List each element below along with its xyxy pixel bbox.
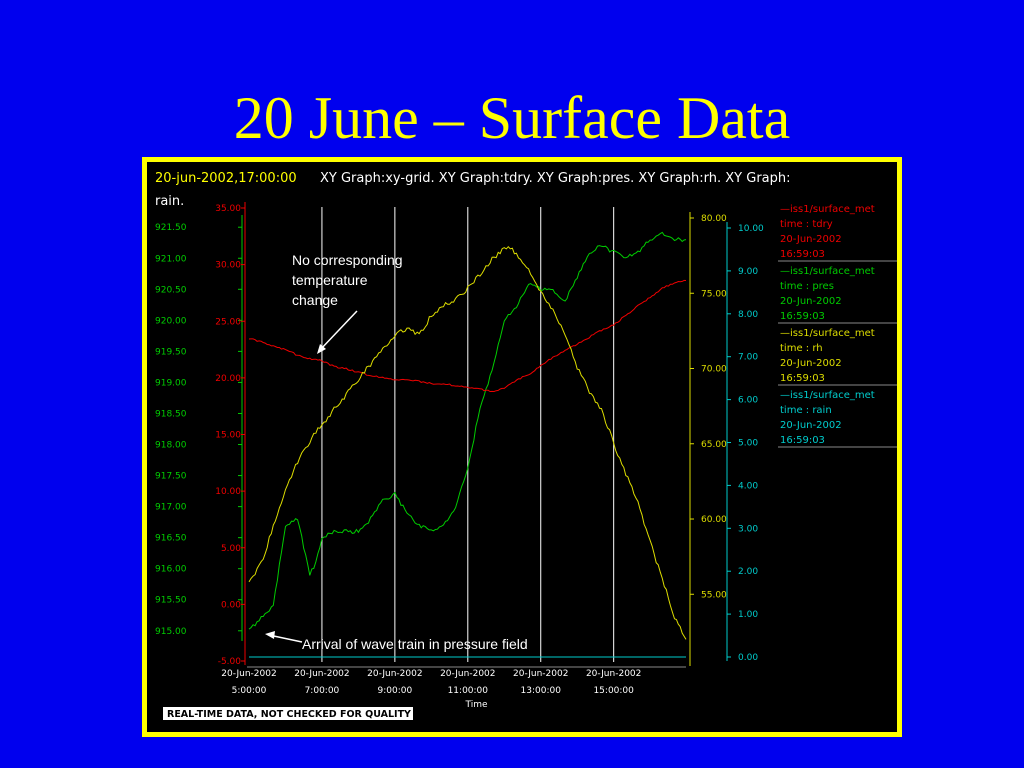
annotation-temperature-text: No corresponding <box>292 252 403 268</box>
pres-tick-label: 920.00 <box>155 316 187 326</box>
pres-tick-label: 915.50 <box>155 596 187 606</box>
x-tick-date: 20-Jun-2002 <box>221 669 276 679</box>
pres-tick-label: 916.50 <box>155 534 187 544</box>
pres-tick-label: 918.00 <box>155 441 187 451</box>
legend-date: 20-Jun-2002 <box>780 234 842 245</box>
pres-tick-label: 915.00 <box>155 627 187 637</box>
legend-time: 16:59:03 <box>780 311 825 322</box>
rh-series-line <box>248 245 687 640</box>
pres-tick-label: 920.50 <box>155 285 187 295</box>
tdry-tick-label: 20.00 <box>215 374 241 384</box>
pres-tick-label: 919.50 <box>155 347 187 357</box>
x-tick-time: 7:00:00 <box>305 686 340 696</box>
tdry-tick-label: 10.00 <box>215 487 241 497</box>
x-tick-date: 20-Jun-2002 <box>440 669 495 679</box>
chart-header: 20-jun-2002,17:00:00 XY Graph:xy-grid. X… <box>155 171 791 209</box>
x-tick-date: 20-Jun-2002 <box>294 669 349 679</box>
rain-tick-label: 8.00 <box>738 310 758 320</box>
rain-tick-label: 9.00 <box>738 267 758 277</box>
xy-graph: 20-jun-2002,17:00:00 XY Graph:xy-grid. X… <box>155 171 897 720</box>
pres-tick-label: 918.50 <box>155 409 187 419</box>
axes: 921.50 921.00 920.50 920.00 919.50 919.00 918.… <box>155 202 764 710</box>
tdry-tick-label: 0.00 <box>221 600 241 610</box>
legend-time: 16:59:03 <box>780 435 825 446</box>
rain-tick-label: 3.00 <box>738 524 758 534</box>
rain-tick-label: 7.00 <box>738 353 758 363</box>
pres-series-line <box>248 231 687 630</box>
annotations: No corresponding temperature change Arrival… <box>265 252 528 652</box>
pres-tick-label: 917.00 <box>155 503 187 513</box>
rain-tick-label: 0.00 <box>738 653 758 663</box>
rh-tick-label: 60.00 <box>701 515 727 525</box>
tdry-tick-label: 5.00 <box>221 544 241 554</box>
x-tick-time: 13:00:00 <box>521 686 562 696</box>
tdry-tick-label: 35.00 <box>215 204 241 214</box>
legend-source: —iss1/surface_met <box>780 390 875 401</box>
annotation-temperature-arrowhead <box>317 344 326 354</box>
x-tick-time: 11:00:00 <box>448 686 489 696</box>
legend-field: time : rain <box>780 405 832 416</box>
legend-field: time : tdry <box>780 219 833 230</box>
x-axis-title: Time <box>464 700 487 710</box>
footer-text: REAL-TIME DATA, NOT CHECKED FOR QUALITY <box>167 709 411 720</box>
annotation-pressure-text: Arrival of wave train in pressure field <box>302 636 528 652</box>
slide-title: 20 June – Surface Data <box>233 85 791 151</box>
annotation-pressure-arrow <box>268 634 303 643</box>
rh-tick-label: 80.00 <box>701 214 727 224</box>
tdry-tick-label: -5.00 <box>218 657 242 667</box>
header-datetime: 20-jun-2002,17:00:00 <box>155 171 297 186</box>
rain-tick-label: 10.00 <box>738 224 764 234</box>
rh-tick-label: 65.00 <box>701 440 727 450</box>
rain-tick-label: 2.00 <box>738 567 758 577</box>
quality-footer: REAL-TIME DATA, NOT CHECKED FOR QUALITY <box>163 707 413 720</box>
annotation-temperature-arrow <box>319 310 358 351</box>
pres-tick-label: 921.00 <box>155 254 187 264</box>
legend-source: —iss1/surface_met <box>780 266 875 277</box>
rh-tick-label: 75.00 <box>701 289 727 299</box>
legend-date: 20-Jun-2002 <box>780 420 842 431</box>
footer-box <box>163 707 413 720</box>
legend-date: 20-Jun-2002 <box>780 296 842 307</box>
tdry-tick-label: 25.00 <box>215 317 241 327</box>
pres-tick-label: 919.00 <box>155 378 187 388</box>
tdry-series-line <box>248 279 687 393</box>
tdry-tick-label: 30.00 <box>215 261 241 271</box>
legend-field: time : rh <box>780 343 823 354</box>
annotation-temperature-text: temperature <box>292 272 368 288</box>
rh-tick-label: 55.00 <box>701 590 727 600</box>
pres-tick-label: 921.50 <box>155 223 187 233</box>
rh-tick-label: 70.00 <box>701 365 727 375</box>
pres-tick-label: 916.00 <box>155 565 187 575</box>
rain-tick-label: 6.00 <box>738 396 758 406</box>
legend-date: 20-Jun-2002 <box>780 358 842 369</box>
annotation-temperature-text: change <box>292 292 338 308</box>
rain-tick-label: 5.00 <box>738 439 758 449</box>
tdry-tick-label: 15.00 <box>215 431 241 441</box>
legend-field: time : pres <box>780 281 834 292</box>
annotation-pressure-arrowhead <box>265 631 275 639</box>
grid <box>247 207 686 668</box>
x-tick-date: 20-Jun-2002 <box>586 669 641 679</box>
rain-tick-label: 4.00 <box>738 481 758 491</box>
legend-time: 16:59:03 <box>780 249 825 260</box>
legend-time: 16:59:03 <box>780 373 825 384</box>
pres-tick-label: 917.50 <box>155 472 187 482</box>
x-tick-date: 20-Jun-2002 <box>367 669 422 679</box>
rain-tick-label: 1.00 <box>738 610 758 620</box>
x-tick-date: 20-Jun-2002 <box>513 669 568 679</box>
legend-source: —iss1/surface_met <box>780 328 875 339</box>
chart-frame: 20-jun-2002,17:00:00 XY Graph:xy-grid. X… <box>142 157 902 737</box>
x-tick-time: 15:00:00 <box>593 686 634 696</box>
legend-source: —iss1/surface_met <box>780 204 875 215</box>
x-tick-time: 5:00:00 <box>232 686 267 696</box>
x-tick-time: 9:00:00 <box>378 686 413 696</box>
header-graph-list-cont: rain. <box>155 194 184 209</box>
header-graph-list: XY Graph:xy-grid. XY Graph:tdry. XY Grap… <box>320 171 791 186</box>
series-lines <box>248 231 687 658</box>
